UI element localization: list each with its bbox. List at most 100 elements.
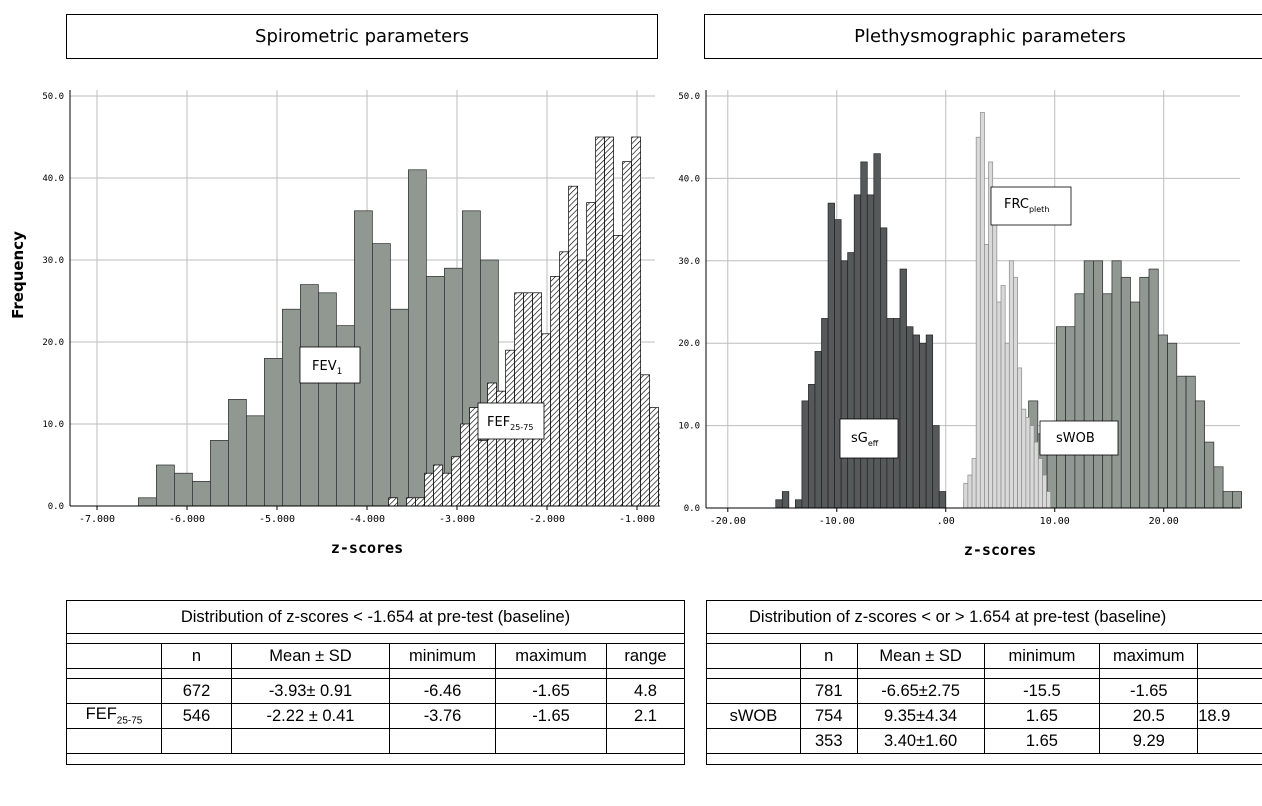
left-table-title: Distribution of z-scores < -1.654 at pre…	[66, 600, 685, 634]
max-cell: 9.29	[1099, 728, 1199, 754]
right-chart-title: Plethysmographic parameters	[704, 14, 1262, 59]
histogram-bar-fef25-75	[559, 251, 569, 507]
histogram-bar-fef25-75	[640, 374, 650, 507]
histogram-bar-fef25-75	[532, 292, 542, 507]
y-tick-label: 30.0	[42, 256, 64, 266]
histogram-bar-swob	[1222, 491, 1233, 509]
svg-text:FRCpleth: FRCpleth	[1004, 197, 1049, 214]
histogram-bar-fev1	[174, 472, 193, 507]
range-cell: 18.9	[1197, 703, 1262, 729]
left-stats-table: Distribution of z-scores < -1.654 at pre…	[66, 600, 685, 765]
histogram-bar-sgeff	[866, 194, 875, 509]
mean-cell: -2.22 ± 0.41	[231, 703, 390, 729]
n-cell: 781	[799, 678, 858, 704]
histogram-bar-fef25-75	[550, 276, 560, 507]
histogram-bar-frcpleth	[967, 474, 973, 509]
svg-text:sGeff: sGeff	[851, 431, 879, 448]
param-cell: FEF25-75	[66, 703, 162, 729]
histogram-bar-fev1	[210, 440, 229, 507]
histogram-bar-frcpleth	[1025, 417, 1031, 509]
histogram-bar-fev1	[192, 481, 211, 507]
x-tick-label: -5.000	[259, 514, 295, 525]
min-cell: -6.46	[389, 678, 496, 704]
min-cell: 1.65	[983, 728, 1101, 754]
header-cell: n	[161, 643, 232, 669]
histogram-bar-fev1	[138, 497, 157, 507]
y-tick-label: 40.0	[42, 174, 64, 184]
histogram-bar-fef25-75	[433, 464, 443, 507]
mean-cell: -6.65±2.75	[856, 678, 985, 704]
label-fef25-75: FEF25-75	[477, 402, 545, 440]
x-tick-label: .00	[937, 516, 955, 527]
x-tick-label: -6.000	[169, 514, 205, 525]
histogram-bar-fef25-75	[523, 292, 533, 507]
param-cell	[706, 678, 801, 704]
histogram-bar-sgeff	[886, 318, 894, 509]
histogram-bar-swob	[1167, 342, 1178, 509]
label-frcpleth: FRCpleth	[990, 186, 1072, 226]
histogram-bar-swob	[1120, 276, 1131, 509]
histogram-bar-sgeff	[912, 334, 920, 509]
histogram-bar-sgeff	[853, 194, 862, 509]
mean-cell: 3.40±1.60	[856, 728, 985, 754]
histogram-bar-sgeff	[801, 400, 809, 509]
histogram-bar-swob	[1065, 326, 1076, 509]
histogram-bar-frcpleth	[1013, 276, 1018, 509]
histogram-bar-fef25-75	[658, 423, 660, 507]
header-cell: Mean ± SD	[231, 643, 390, 669]
n-cell: 546	[161, 703, 232, 729]
histogram-bar-fef25-75	[406, 497, 416, 507]
x-tick-label: -1.000	[619, 514, 655, 525]
header-cell	[1197, 643, 1262, 669]
max-cell: -1.65	[495, 703, 607, 729]
histogram-bar-sgeff	[932, 425, 940, 509]
table-row: FEF25-75 546 -2.22 ± 0.41 -3.76 -1.65 2.…	[66, 703, 685, 729]
histogram-bar-fev1	[156, 464, 175, 507]
y-tick-label: 20.0	[42, 338, 64, 348]
histogram-bar-fev1	[390, 308, 409, 507]
max-cell: -1.65	[1099, 678, 1199, 704]
histogram-bar-fef25-75	[442, 472, 452, 507]
mean-cell: 9.35±4.34	[856, 703, 985, 729]
histogram-bar-frcpleth	[1008, 260, 1014, 509]
histogram-bar-fef25-75	[577, 259, 587, 507]
histogram-bar-frcpleth	[1000, 285, 1006, 509]
label-fev1: FEV1	[299, 346, 361, 384]
header-cell: n	[799, 643, 858, 669]
y-tick-label: 0.0	[684, 504, 700, 514]
y-tick-label: 20.0	[678, 339, 700, 349]
histogram-bar-fef25-75	[613, 235, 623, 507]
histogram-bar-fef25-75	[604, 136, 614, 507]
histogram-bar-fev1	[318, 292, 337, 507]
label-sgeff: sGeff	[839, 418, 899, 459]
histogram-bar-swob	[1130, 301, 1141, 509]
y-tick-label: 50.0	[678, 92, 700, 102]
label-swob: sWOB	[1039, 420, 1119, 456]
max-cell: -1.65	[495, 678, 607, 704]
table-row: 672 -3.93± 0.91 -6.46 -1.65 4.8	[66, 678, 685, 704]
histogram-bar-sgeff	[775, 499, 783, 509]
histogram-bar-fef25-75	[487, 382, 497, 507]
histogram-bar-swob	[1213, 466, 1224, 509]
mean-cell: -3.93± 0.91	[231, 678, 390, 704]
histogram-bar-fev1	[228, 399, 247, 507]
x-tick-label: -20.00	[710, 516, 746, 527]
histogram-bar-frcpleth	[1037, 458, 1043, 509]
histogram-bar-frcpleth	[971, 458, 977, 509]
svg-text:FEV1: FEV1	[312, 359, 342, 377]
range-cell: 4.8	[606, 678, 685, 704]
histogram-bar-swob	[1157, 334, 1168, 509]
histogram-bar-fev1	[282, 308, 301, 507]
histogram-bar-swob	[1083, 260, 1094, 509]
histogram-bar-frcpleth	[1017, 367, 1023, 509]
histogram-bar-fef25-75	[649, 407, 659, 507]
histogram-bar-swob	[1056, 326, 1066, 509]
x-tick-label: -2.000	[529, 514, 565, 525]
n-cell: 353	[799, 728, 858, 754]
y-tick-label: 10.0	[42, 420, 64, 430]
histogram-bar-fef25-75	[586, 202, 596, 507]
histogram-bar-swob	[1074, 293, 1085, 509]
header-cell: maximum	[1099, 643, 1199, 669]
histogram-bar-swob	[1204, 441, 1215, 509]
plethysmographic-histogram: 0.0 10.0 20.0 30.0 40.0 50.0 -20.00 -10.00 .00 10…	[678, 90, 1242, 559]
